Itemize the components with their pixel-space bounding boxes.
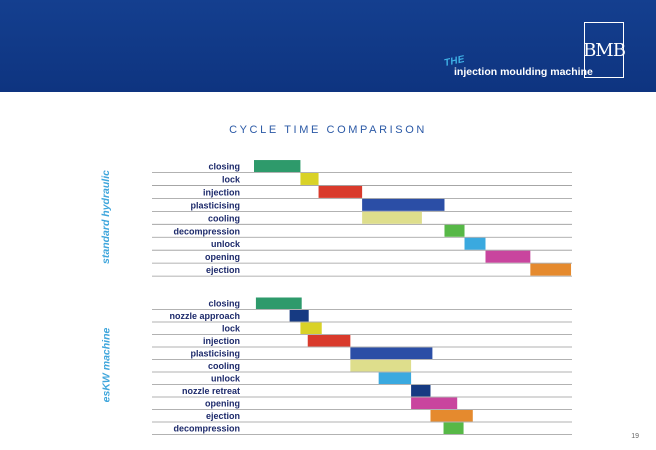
chart-title: CYCLE TIME COMPARISON [229,124,427,136]
task-label: ejection [206,265,240,275]
group-label-standard-hydraulic: standard hydraulic [99,170,112,265]
task-bar [318,185,363,198]
task-bar [485,250,531,263]
task-label: ejection [206,411,240,421]
task-label: injection [203,336,240,346]
task-label: nozzle retreat [182,386,240,396]
task-label: decompression [173,424,240,434]
tagline-text: injection moulding machine [454,66,593,78]
task-label: opening [205,252,240,262]
task-bar [411,397,458,409]
task-bar [411,385,431,397]
task-bar [378,372,412,384]
task-label: closing [208,299,240,309]
task-label: injection [203,187,240,197]
task-bar [350,347,433,359]
header-banner: THE injection moulding machine BMB [0,0,656,92]
task-bar [362,211,422,224]
task-label: unlock [211,239,241,249]
page-number: 19 [631,433,639,440]
task-label: closing [208,162,240,172]
task-bar [430,410,473,422]
task-bar [289,310,309,322]
task-label: plasticising [190,349,240,359]
task-label: nozzle approach [169,311,240,321]
task-bar [443,422,464,434]
task-bar [362,198,445,211]
bmb-logo: BMB [583,22,626,78]
task-label: decompression [173,226,240,236]
task-bar [464,237,486,250]
task-bar [444,224,465,237]
task-label: lock [222,324,241,334]
task-label: unlock [211,374,241,384]
task-bar [307,335,351,347]
task-bar [530,263,572,276]
task-bar [255,297,302,309]
task-bar [350,360,412,372]
task-bar [300,322,322,334]
task-label: opening [205,399,240,409]
group-label-eskw-machine: esKW machine [99,327,112,403]
task-bar [300,173,319,185]
task-label: plasticising [190,200,240,210]
task-label: lock [222,174,241,184]
task-label: cooling [208,361,240,371]
task-label: cooling [208,213,240,223]
task-bar [254,160,301,172]
